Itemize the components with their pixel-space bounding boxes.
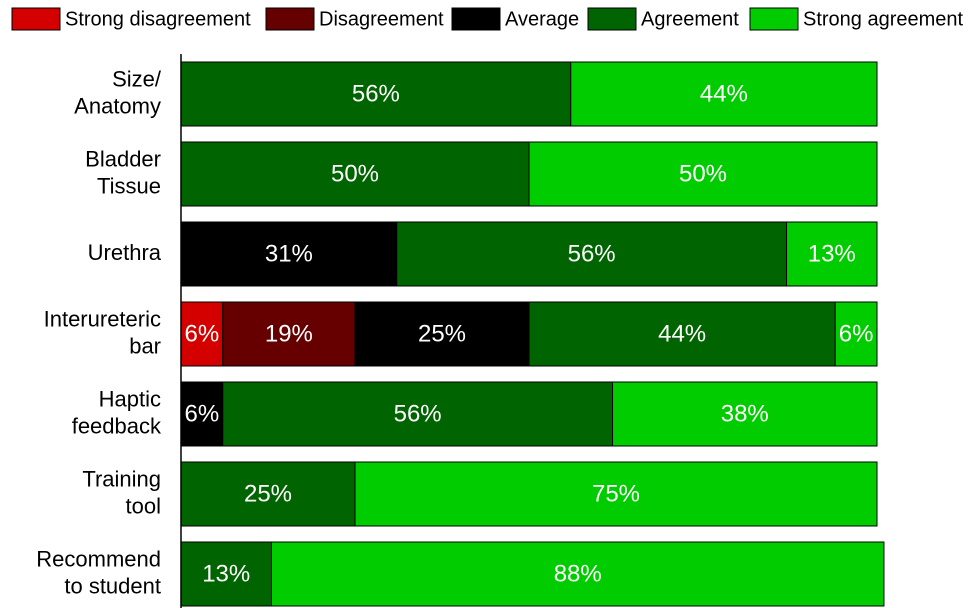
bar-segment [834, 301, 878, 367]
bar-segment [222, 381, 614, 447]
legend-swatch [587, 7, 637, 31]
legend-swatch [749, 7, 799, 31]
legend-label: Strong agreement [803, 8, 964, 30]
legend-swatch [11, 7, 61, 31]
legend-label: Average [505, 8, 579, 30]
bar-segment [570, 61, 878, 127]
legend-swatch [451, 7, 501, 31]
value-label: 56% [568, 240, 616, 267]
category-label: Urethra [88, 240, 162, 265]
value-label: 6% [185, 320, 220, 347]
value-label: 19% [265, 320, 313, 347]
bar-segment [354, 461, 878, 527]
legend-label: Strong disagreement [65, 8, 251, 30]
category-label: bar [129, 333, 161, 358]
category-label: Interureteric [44, 306, 161, 331]
category-label: to student [64, 573, 161, 598]
bar-segment [180, 141, 530, 207]
bar-segment [612, 381, 878, 447]
category-label: Size/ [112, 66, 162, 91]
legend-swatch [265, 7, 315, 31]
bar-segment [180, 221, 398, 287]
legend-label: Agreement [641, 8, 739, 30]
value-label: 25% [418, 320, 466, 347]
category-label: Tissue [97, 173, 161, 198]
value-label: 75% [592, 480, 640, 507]
bar-segment [528, 141, 878, 207]
value-label: 13% [202, 560, 250, 587]
value-label: 31% [265, 240, 313, 267]
bar-segment [786, 221, 878, 287]
legend-label: Disagreement [319, 8, 444, 30]
value-label: 6% [839, 320, 874, 347]
value-label: 50% [331, 160, 379, 187]
value-label: 88% [554, 560, 602, 587]
value-label: 44% [700, 80, 748, 107]
category-label: Anatomy [74, 93, 161, 118]
value-label: 56% [352, 80, 400, 107]
bar-segment [180, 61, 572, 127]
value-label: 38% [721, 400, 769, 427]
value-label: 6% [185, 400, 220, 427]
category-label: tool [126, 493, 161, 518]
category-label: Recommend [36, 546, 161, 571]
category-label: Haptic [99, 386, 161, 411]
bar-segment [222, 301, 356, 367]
value-label: 44% [658, 320, 706, 347]
bar-segment [180, 381, 224, 447]
category-label: feedback [72, 413, 162, 438]
value-label: 50% [679, 160, 727, 187]
bar-segment [396, 221, 788, 287]
value-label: 56% [394, 400, 442, 427]
value-label: 13% [808, 240, 856, 267]
category-label: Bladder [85, 146, 161, 171]
bar-segment [270, 541, 885, 607]
value-label: 25% [244, 480, 292, 507]
bar-segment [354, 301, 530, 367]
category-label: Training [82, 466, 161, 491]
